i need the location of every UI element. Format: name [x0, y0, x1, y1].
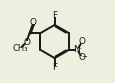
Text: N: N [73, 45, 80, 54]
Text: O: O [78, 53, 85, 62]
Text: O: O [23, 38, 30, 47]
Bar [79, 56, 84, 59]
Bar [24, 41, 28, 44]
Bar [31, 21, 35, 24]
Bar [52, 66, 56, 70]
Text: −: − [80, 54, 86, 60]
Text: O: O [78, 37, 85, 46]
Bar [18, 47, 23, 50]
Bar [80, 40, 83, 44]
Text: F: F [52, 11, 57, 20]
Text: F: F [52, 63, 57, 72]
Text: CH₃: CH₃ [12, 44, 28, 53]
Text: +: + [75, 46, 80, 51]
Text: O: O [29, 18, 36, 27]
Bar [52, 13, 56, 17]
Bar [75, 48, 78, 51]
